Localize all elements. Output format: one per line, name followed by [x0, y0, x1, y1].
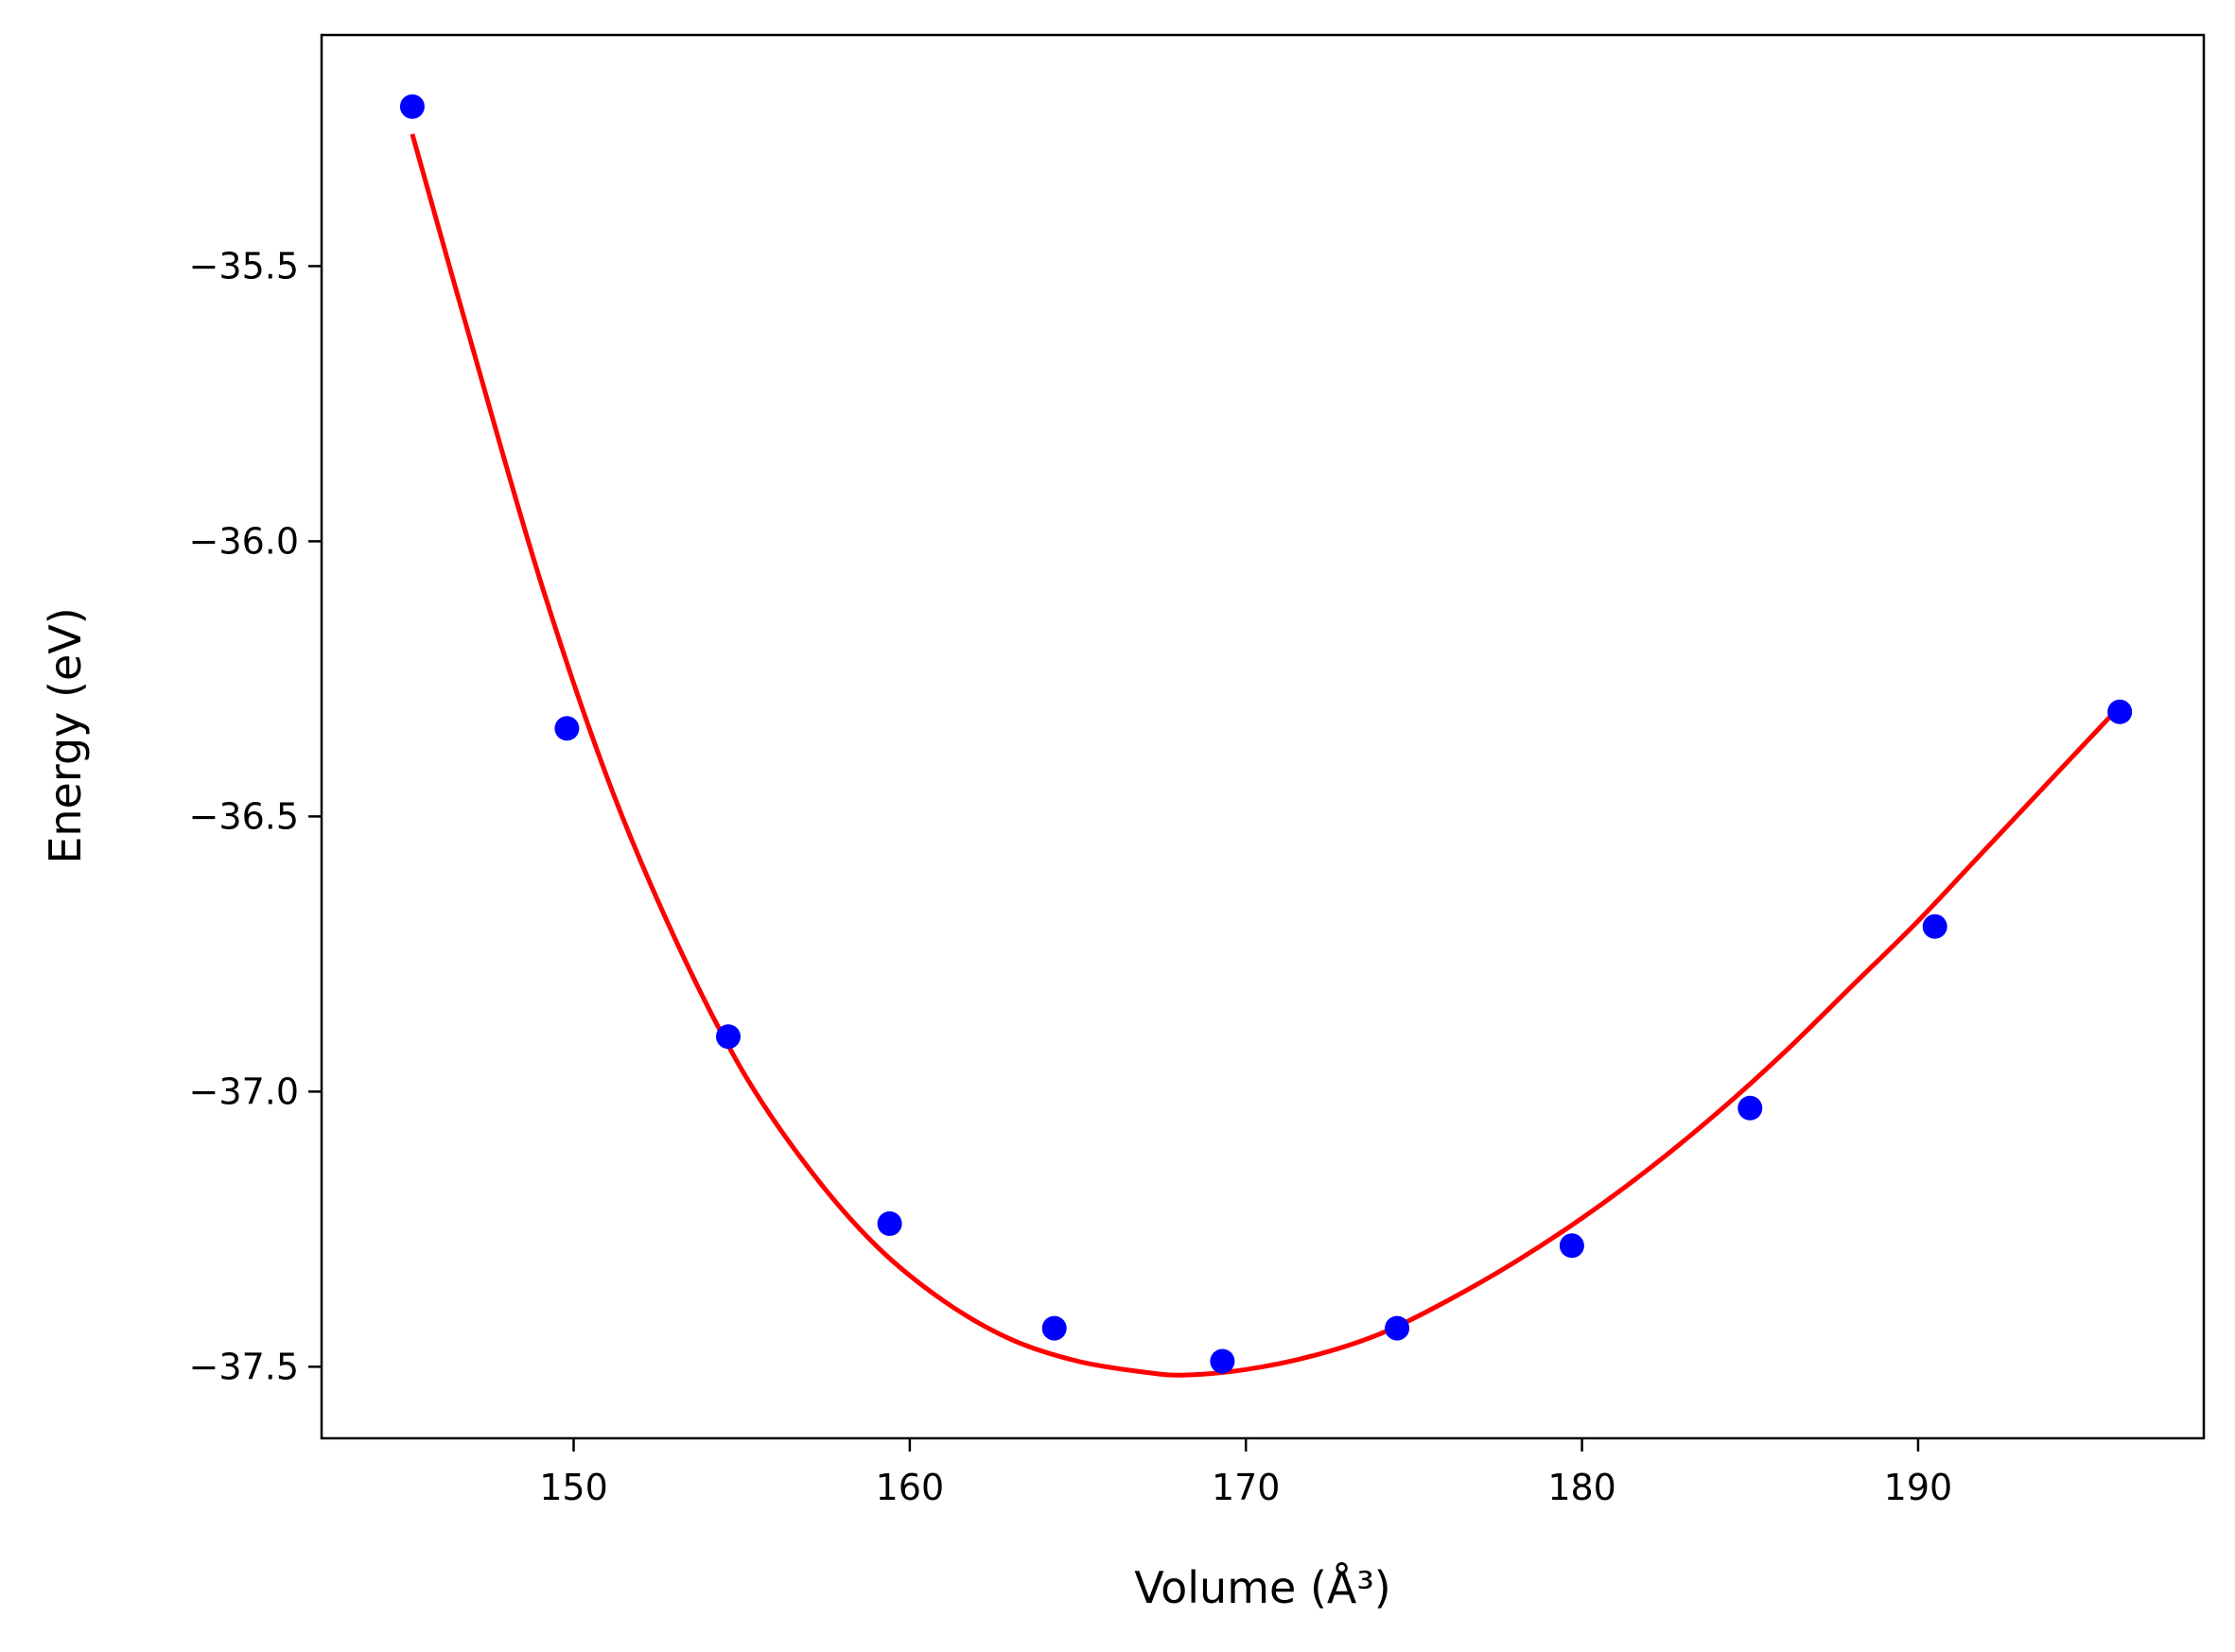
data-point	[1922, 913, 1947, 939]
data-point	[1559, 1233, 1584, 1259]
data-point	[399, 94, 425, 119]
data-point	[716, 1024, 741, 1050]
data-point	[1385, 1315, 1410, 1341]
data-point	[1737, 1095, 1763, 1121]
x-axis-label: Volume (Å³)	[1134, 1562, 1391, 1613]
y-axis-label: Energy (eV)	[40, 607, 91, 863]
x-tick-label: 150	[539, 1467, 608, 1508]
y-tick-label: −36.5	[189, 795, 299, 837]
x-tick-label: 160	[876, 1467, 945, 1508]
y-tick-label: −36.0	[189, 520, 299, 562]
x-tick-label: 170	[1212, 1467, 1281, 1508]
y-tick-label: −37.5	[189, 1346, 299, 1387]
x-tick-label: 180	[1547, 1467, 1616, 1508]
data-point	[2107, 699, 2133, 724]
fit-curve-line	[410, 133, 2122, 1378]
data-point	[554, 716, 580, 741]
data-point	[1210, 1348, 1235, 1374]
x-tick-label: 190	[1884, 1467, 1953, 1508]
plot-content	[399, 94, 2133, 1378]
plot-frame	[320, 33, 2206, 1440]
data-point	[1041, 1315, 1067, 1341]
y-tick-label: −37.0	[189, 1070, 299, 1112]
y-axis-ticks: −35.5 −36.0 −36.5 −37.0 −37.5	[189, 245, 322, 1387]
x-axis-ticks: 150 160 170 180 190	[539, 1438, 1952, 1508]
y-tick-label: −35.5	[189, 245, 299, 287]
data-point	[877, 1211, 902, 1236]
